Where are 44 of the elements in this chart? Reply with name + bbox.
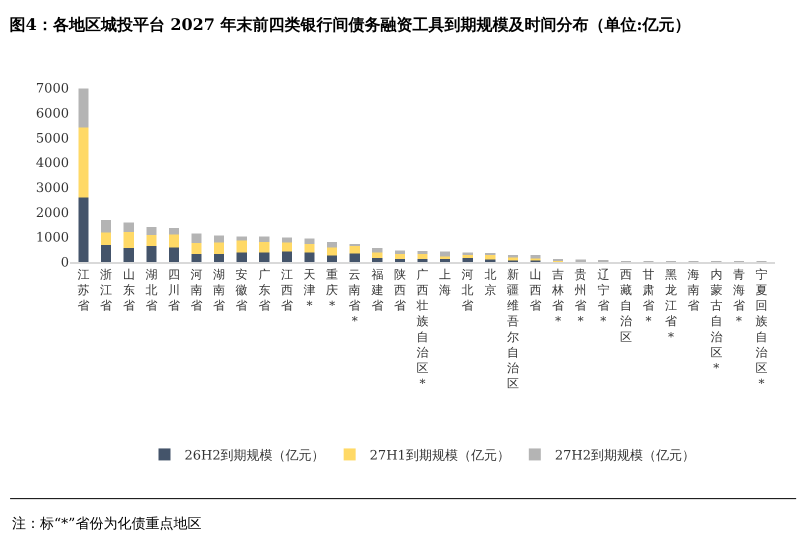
x-tick-label: 云南省* [348,267,361,328]
x-tick-label: 湖南省 [213,267,226,313]
y-tick-label: 2000 [36,206,69,221]
x-tick-label: 贵州省* [574,267,587,328]
y-tick-label: 7000 [36,82,69,97]
x-tick-label: 江西省 [280,267,293,313]
x-tick-label: 广东省 [258,267,270,313]
x-tick-label: 重庆* [326,267,338,313]
legend-label: 27H1到期规模（亿元） [370,448,510,464]
x-tick-label: 河南省 [190,267,203,313]
x-tick-label: 青海省* [732,267,745,328]
x-tick-label: 江苏省 [78,267,90,313]
x-tick-label: 山西省 [529,267,542,313]
legend-label: 26H2到期规模（亿元） [184,448,325,464]
x-tick-label: 山东省 [122,267,135,313]
x-tick-label: 福建省 [370,267,384,313]
chart-title: 图4：各地区城投平台 2027 年末前四类银行间债务融资工具到期规模及时间分布（单位:亿元） [10,15,690,34]
x-tick-label: 海南省 [688,267,700,313]
y-tick-label: 4000 [36,156,69,172]
x-tick-label: 新疆维吾尔自治区 [506,267,519,391]
x-tick-label: 天津* [304,267,316,313]
y-tick-label: 3000 [36,180,69,196]
legend-label: 27H2到期规模（亿元） [554,448,695,464]
x-tick-label: 辽宁省* [597,267,610,328]
x-tick-label: 四川省 [168,267,180,313]
x-tick-label: 上海 [439,267,452,297]
x-tick-label: 安徽省 [236,267,248,313]
text: 注：标“*”省份为化债重点地区 [12,516,202,532]
y-tick-label: 0 [60,256,69,271]
y-tick-label: 1000 [36,230,69,246]
y-tick-label: 6000 [36,106,69,122]
x-tick-label: 吉林省* [551,267,564,328]
x-tick-label: 内蒙古自治区* [710,267,722,375]
x-tick-label: 湖北省 [145,267,158,313]
x-tick-label: 浙江省 [100,267,112,313]
x-tick-label: 黑龙江省* [665,267,678,344]
x-tick-label: 甘肃省* [642,267,654,328]
x-tick-label: 河北省 [462,267,474,313]
x-tick-label: 西藏自治区 [620,267,632,344]
y-tick-label: 5000 [36,131,69,146]
x-tick-label: 宁夏回族自治区* [755,267,768,391]
x-tick-label: 广西壮族自治区* [416,267,428,391]
x-tick-label: 陕西省 [394,267,406,313]
x-tick-label: 北京 [484,267,496,297]
